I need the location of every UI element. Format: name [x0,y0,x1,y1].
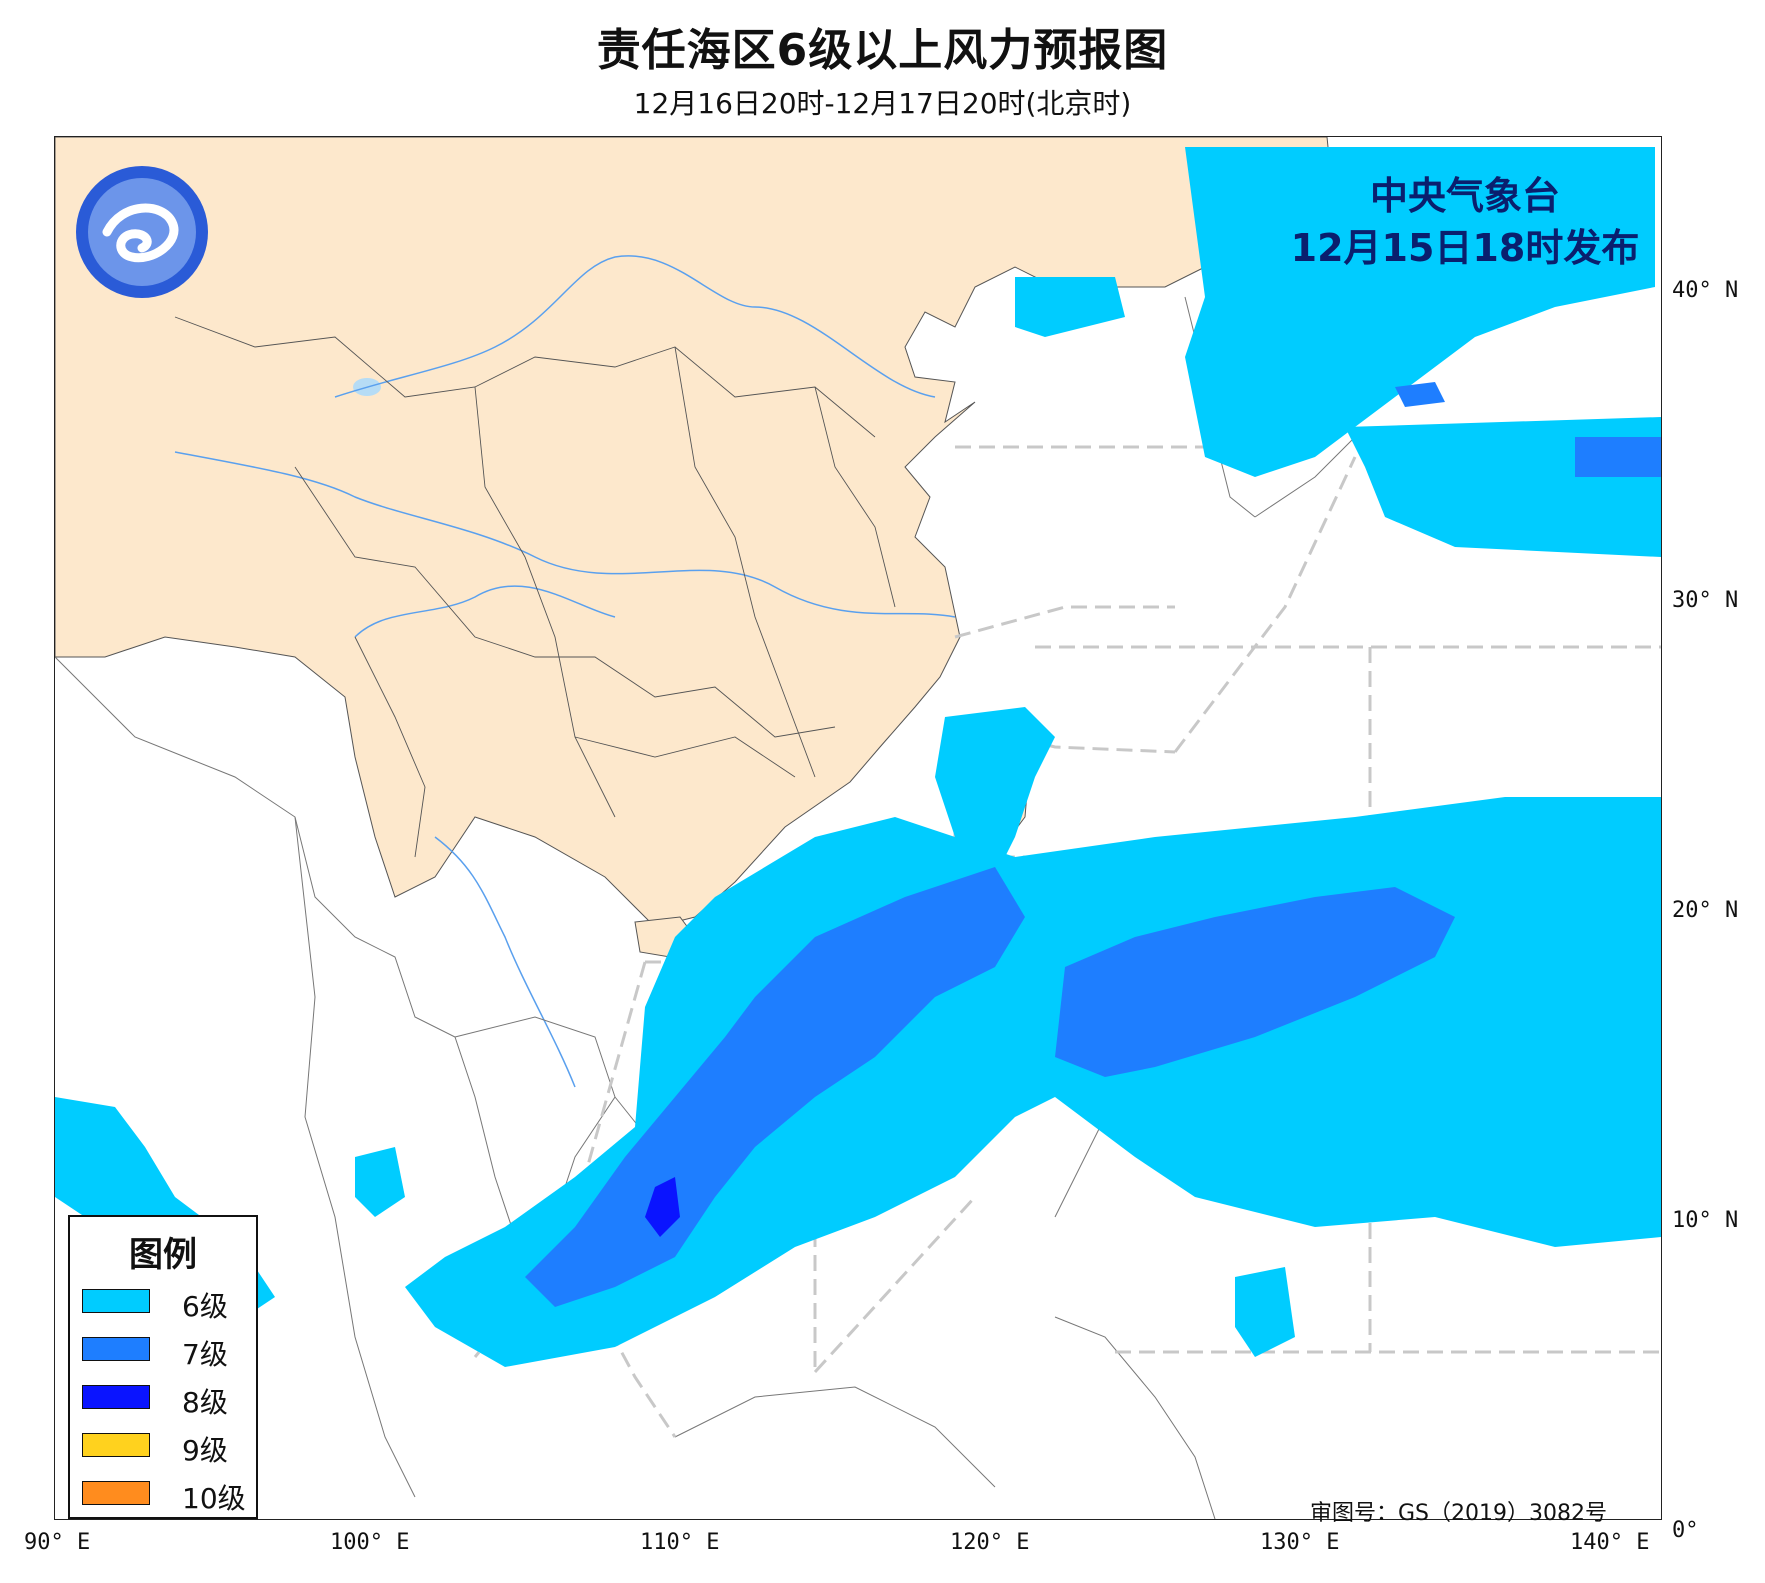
legend-item-9: 9级 [82,1429,252,1467]
lat-label-20: 20° N [1672,898,1739,923]
legend-swatch-10 [82,1481,150,1505]
lon-label-110: 110° E [640,1530,720,1555]
legend: 图例 6级 7级 8级 9级 10级 [68,1215,258,1519]
legend-swatch-9 [82,1433,150,1457]
lon-label-140: 140° E [1570,1530,1650,1555]
map-subtitle: 12月16日20时-12月17日20时(北京时) [633,87,1132,120]
lat-label-30: 30° N [1672,588,1739,613]
wind-level-8-areas [645,1177,680,1237]
legend-swatch-6 [82,1289,150,1313]
wind-level-7-areas [525,382,1661,1307]
lon-label-130: 130° E [1260,1530,1340,1555]
issuer-block: 中央气象台 12月15日18时发布 [1280,170,1650,274]
map-area [54,136,1662,1520]
province-boundaries [174,316,896,858]
legend-item-7: 7级 [82,1333,252,1371]
approval-number: 审图号：GS（2019）3082号 [1310,1501,1607,1526]
legend-title: 图例 [129,1235,197,1275]
legend-swatch-8 [82,1385,150,1409]
lat-label-40: 40° N [1672,278,1739,303]
legend-item-10: 10级 [82,1477,252,1515]
legend-label-6: 6级 [182,1290,228,1323]
map-title: 责任海区6级以上风力预报图 [596,25,1169,76]
rivers [174,255,956,1088]
legend-swatch-7 [82,1337,150,1361]
map-svg [55,137,1661,1519]
lat-label-0: 0° [1672,1518,1699,1543]
legend-label-9: 9级 [182,1434,228,1467]
legend-label-7: 7级 [182,1338,228,1371]
legend-label-10: 10级 [182,1482,246,1515]
lon-label-90: 90° E [24,1530,91,1555]
lon-label-120: 120° E [950,1530,1030,1555]
lat-label-10: 10° N [1672,1208,1739,1233]
legend-item-6: 6级 [82,1285,252,1323]
issuer-name: 中央气象台 [1369,174,1560,218]
china-land [55,137,1334,928]
legend-item-8: 8级 [82,1381,252,1419]
lon-label-100: 100° E [330,1530,410,1555]
cma-logo-icon [72,162,212,302]
legend-label-8: 8级 [182,1386,228,1419]
issue-time: 12月15日18时发布 [1290,226,1640,270]
